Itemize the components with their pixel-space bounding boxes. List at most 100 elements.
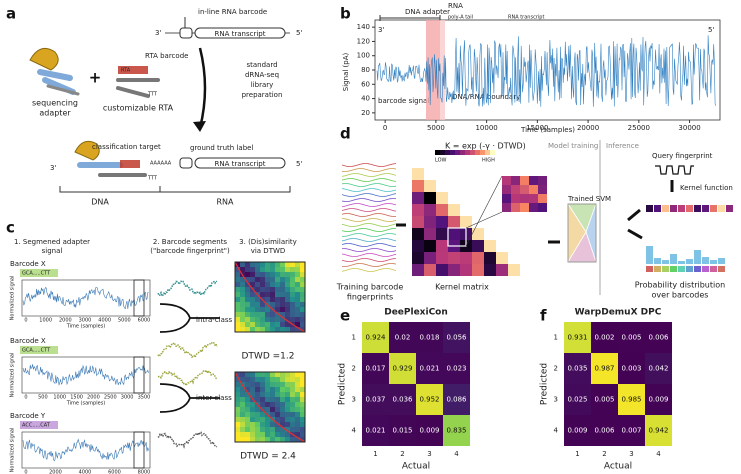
label: DTWD =1.2 — [242, 352, 295, 362]
zoom-cell — [529, 203, 538, 212]
fingerprint — [157, 341, 218, 359]
dtw-cell — [295, 432, 300, 437]
annotation: barcode signal — [378, 97, 429, 105]
kernel-vector — [686, 205, 693, 212]
matrix-cell — [362, 384, 389, 415]
y-tick-label: 1 — [352, 334, 356, 342]
kernel-cell — [448, 228, 460, 240]
dtw-cell — [265, 377, 270, 382]
dtw-cell — [280, 307, 285, 312]
dtw-cell — [250, 317, 255, 322]
matrix-cell — [416, 415, 443, 446]
probability-bar — [694, 250, 701, 264]
plot-title: Barcode Y — [10, 412, 46, 420]
cell-label: 0.929 — [392, 365, 412, 373]
kernel-cell — [424, 192, 436, 204]
dtw-cell — [285, 307, 290, 312]
y-tick-label: 20 — [361, 109, 370, 117]
dtw-cell — [285, 392, 290, 397]
dtw-cell — [275, 402, 280, 407]
label: RTA barcode — [145, 52, 188, 60]
label: adapter — [39, 109, 71, 118]
kernel-cell — [448, 216, 460, 228]
zoom-cell — [502, 185, 511, 194]
x-tick-label: 2 — [400, 450, 404, 458]
probability-bar — [718, 258, 725, 264]
plot-title: Barcode X — [10, 337, 46, 345]
dtw-cell — [255, 417, 260, 422]
dtw-cell — [265, 262, 270, 267]
dtw-cell — [285, 327, 290, 332]
dtw-cell — [240, 327, 245, 332]
cell-label: 0.003 — [621, 365, 641, 373]
dtw-cell — [290, 272, 295, 277]
x-tick-label: 0 — [24, 318, 27, 324]
fingerprint — [341, 228, 396, 232]
plot-title: Barcode X — [10, 260, 46, 268]
highlight — [133, 279, 145, 317]
dtw-cell — [285, 277, 290, 282]
dtw-cell — [255, 427, 260, 432]
y-tick-label: 2 — [352, 365, 356, 373]
dtw-cell — [285, 432, 290, 437]
dtw-cell — [240, 372, 245, 377]
dtw-cell — [255, 422, 260, 427]
dtw-cell — [240, 282, 245, 287]
dtw-cell — [275, 407, 280, 412]
dtw-cell — [290, 262, 295, 267]
cell-label: 0.025 — [567, 396, 587, 404]
label: sequencing — [32, 99, 78, 108]
label: 5' — [296, 160, 302, 168]
dtw-cell — [235, 282, 240, 287]
y-tick-label: 40 — [361, 95, 370, 103]
dtw-cell — [235, 412, 240, 417]
probability-bar — [662, 260, 669, 264]
class-chip — [670, 266, 677, 272]
dtw-cell — [275, 392, 280, 397]
dtw-cell — [275, 397, 280, 402]
dtw-cell — [280, 382, 285, 387]
rta-strand — [116, 78, 160, 98]
probability-bar — [710, 260, 717, 264]
highlight — [426, 20, 440, 120]
dtw-cell — [275, 277, 280, 282]
dtw-cell — [245, 407, 250, 412]
zoom-box — [447, 227, 467, 247]
dtw-cell — [300, 267, 305, 272]
axis-label: Predicted — [540, 363, 550, 405]
cell-label: 0.942 — [648, 427, 668, 435]
dtw-cell — [290, 392, 295, 397]
cell-label: 0.006 — [648, 334, 669, 342]
panel-d: d K = exp (-γ · DTWD) LOW HIGH Model tra… — [336, 125, 733, 302]
dtw-cell — [250, 267, 255, 272]
dtw-cell — [245, 382, 250, 387]
label: classification target — [92, 143, 161, 151]
dtw-cell — [270, 302, 275, 307]
dtw-cell — [255, 272, 260, 277]
dtw-cell — [300, 437, 305, 442]
dtw-cell — [300, 407, 305, 412]
dtw-cell — [285, 372, 290, 377]
zoom-cell — [529, 194, 538, 203]
dtw-cell — [270, 377, 275, 382]
fingerprint — [342, 233, 397, 237]
matrix-cell — [389, 322, 416, 353]
dtw-cell — [270, 437, 275, 442]
zoom-cell — [538, 185, 547, 194]
axis-label: Normalized signal — [10, 428, 16, 473]
dtw-cell — [280, 277, 285, 282]
matrix-cell — [618, 384, 645, 415]
dtw-cell — [280, 422, 285, 427]
label: DTWD = 2.4 — [240, 452, 296, 462]
dtw-cell — [275, 422, 280, 427]
x-tick-label: 3 — [629, 450, 633, 458]
kernel-cell — [424, 240, 436, 252]
dtw-cell — [235, 392, 240, 397]
colorbar — [475, 150, 480, 155]
dtw-cell — [240, 392, 245, 397]
x-tick-label: 2000 — [59, 318, 72, 324]
dtw-cell — [280, 417, 285, 422]
dtw-cell — [265, 437, 270, 442]
axis-label: Predicted — [338, 363, 348, 405]
sequence-chip — [20, 421, 58, 429]
